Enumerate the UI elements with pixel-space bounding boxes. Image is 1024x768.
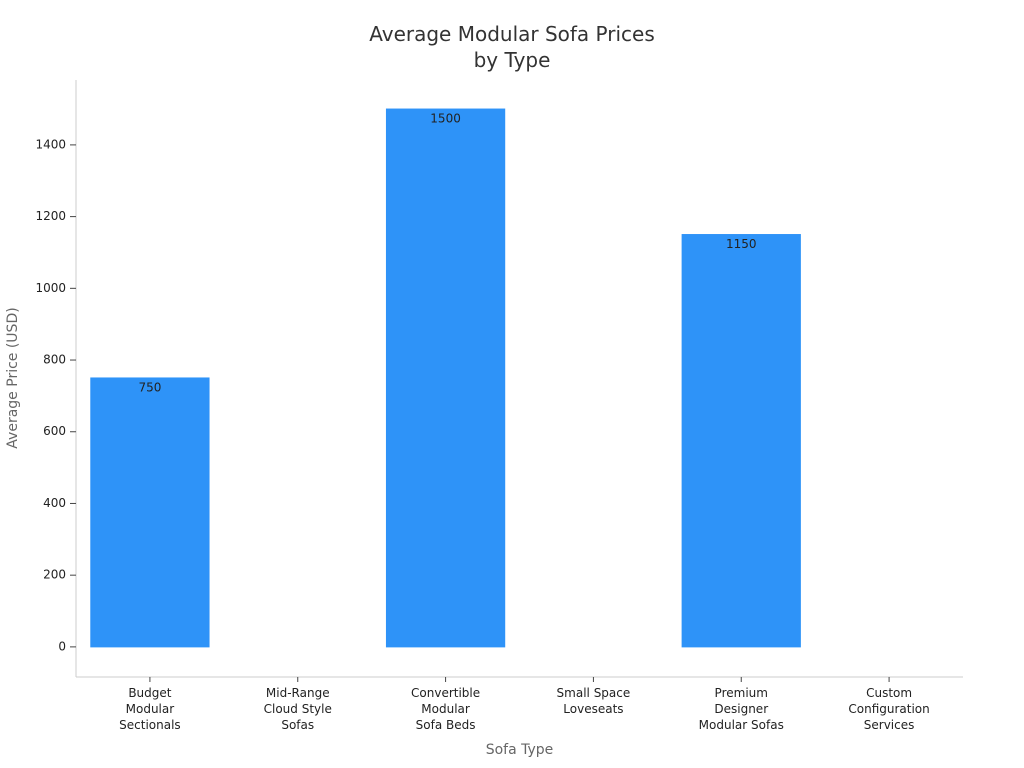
x-tick-label: Mid-Range Cloud Style Sofas <box>263 686 332 732</box>
y-tick-label: 1400 <box>35 137 66 151</box>
value-label: 750 <box>138 380 161 394</box>
x-tick-label: Budget Modular Sectionals <box>119 686 181 732</box>
x-tick-label: Convertible Modular Sofa Beds <box>411 686 481 732</box>
y-tick-label: 800 <box>43 353 66 367</box>
value-label: 1150 <box>726 237 757 251</box>
x-tick-label: Premium Designer Modular Sofas <box>698 686 784 732</box>
bar <box>90 377 210 648</box>
x-axis-label: Sofa Type <box>485 742 554 758</box>
bar <box>385 108 506 648</box>
y-tick-label: 0 <box>58 639 66 653</box>
y-tick-label: 1000 <box>35 281 66 295</box>
x-tick-label: Custom Configuration Services <box>848 686 930 732</box>
value-label: 1500 <box>430 112 461 126</box>
y-tick-label: 1200 <box>35 209 66 223</box>
y-axis-label: Average Price (USD) <box>5 307 21 449</box>
bar <box>681 234 801 648</box>
x-tick-label: Small Space Loveseats <box>556 686 631 716</box>
chart-title: Average Modular Sofa Prices by Type <box>369 22 655 72</box>
y-tick-label: 400 <box>43 496 66 510</box>
y-tick-label: 200 <box>43 568 66 582</box>
y-tick-label: 600 <box>43 424 66 438</box>
